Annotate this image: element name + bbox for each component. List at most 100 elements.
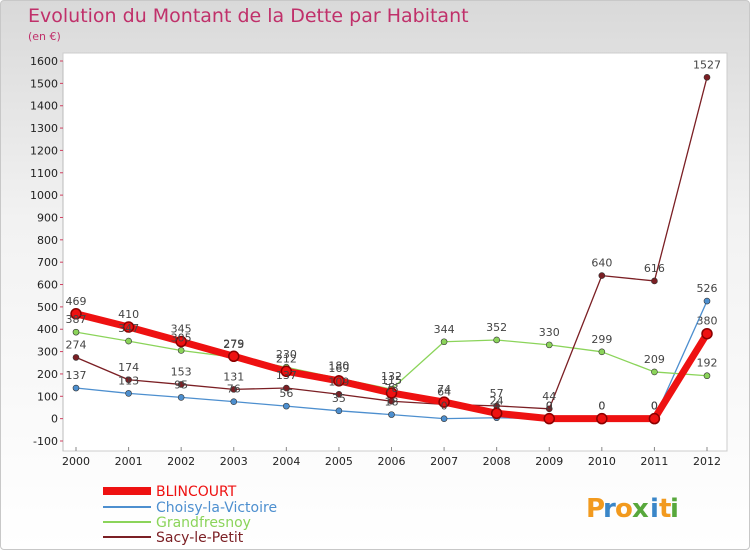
legend: BLINCOURTChoisy-la-VictoireGrandfresnoyS…	[103, 484, 277, 546]
data-point	[440, 415, 448, 422]
data-label: 153	[171, 365, 192, 378]
data-label: 0	[598, 400, 605, 413]
data-label: 169	[328, 362, 349, 375]
data-point	[72, 354, 80, 361]
data-label: 330	[539, 326, 560, 339]
y-tick-label: 1100	[30, 167, 58, 180]
axes: -100010020030040050060070080090010001100…	[30, 55, 721, 468]
data-label: 192	[697, 357, 718, 370]
data-point	[280, 365, 293, 378]
data-label: 305	[171, 331, 192, 344]
data-label: 0	[546, 400, 553, 413]
data-label: 4	[493, 399, 500, 412]
data-point	[651, 277, 658, 285]
data-point	[545, 341, 553, 349]
data-point	[543, 412, 555, 425]
data-point	[72, 328, 80, 336]
y-tick-label: 300	[37, 346, 58, 359]
data-label: 113	[118, 374, 139, 387]
data-point	[385, 387, 398, 399]
data-label: 0	[651, 400, 658, 413]
data-label: 180	[328, 359, 349, 372]
y-tick-label: 900	[37, 211, 58, 224]
data-point	[388, 411, 395, 418]
data-label: 526	[697, 282, 718, 295]
y-tick-label: 500	[37, 301, 58, 314]
data-label: 137	[276, 369, 297, 382]
y-tick-label: 400	[37, 323, 58, 336]
data-point	[333, 375, 345, 387]
data-label: 299	[591, 333, 612, 346]
data-label: 0	[546, 400, 553, 413]
data-point	[177, 347, 185, 354]
data-label: 387	[66, 313, 87, 326]
y-tick-label: 1500	[30, 77, 58, 90]
data-point	[493, 336, 500, 344]
series-layer	[70, 74, 713, 425]
data-label: 18	[385, 396, 399, 409]
data-point	[70, 308, 82, 320]
data-label: 345	[171, 323, 192, 336]
data-labels: 137 113 95 76 56 35 18 0 4 0 0 05263873473052752301…	[66, 58, 722, 412]
chart-subtitle: (en €)	[28, 30, 61, 43]
y-tick-label: 100	[37, 390, 58, 403]
x-tick-label: 2007	[430, 455, 458, 468]
data-label: 275	[223, 338, 244, 351]
data-label: 56	[279, 387, 293, 400]
y-tick-label: 1000	[30, 189, 58, 202]
legend-label: Grandfresnoy	[156, 515, 251, 531]
y-tick-label: -100	[33, 435, 58, 448]
svg-text:r: r	[603, 494, 616, 524]
data-point	[230, 398, 238, 405]
y-tick-label: 800	[37, 234, 58, 247]
y-tick-label: 200	[37, 368, 58, 381]
data-label: 344	[434, 323, 455, 336]
data-point	[703, 74, 711, 81]
data-label: 95	[174, 378, 188, 391]
chart-title: Evolution du Montant de la Dette par Hab…	[28, 5, 469, 27]
data-point	[648, 412, 661, 425]
data-label: 0	[598, 400, 605, 413]
plot-area	[62, 52, 728, 452]
svg-text:x: x	[632, 494, 649, 524]
data-label: 76	[227, 383, 241, 396]
data-label: 274	[66, 338, 87, 351]
data-point	[228, 350, 240, 363]
data-label: 0	[441, 400, 448, 413]
y-tick-label: 700	[37, 256, 58, 269]
x-tick-label: 2010	[588, 455, 616, 468]
data-label: 137	[66, 369, 87, 382]
data-label: 35	[332, 392, 346, 405]
y-tick-label: 1400	[30, 100, 58, 113]
data-label: 380	[697, 315, 718, 328]
data-label: 74	[437, 383, 451, 396]
data-label: 115	[381, 374, 402, 387]
data-label: 212	[276, 352, 297, 365]
legend-label: Choisy-la-Victoire	[156, 500, 277, 516]
data-label: 24	[490, 394, 504, 407]
data-point	[72, 384, 80, 392]
data-point	[440, 338, 448, 346]
data-point	[651, 368, 658, 376]
y-tick-label: 600	[37, 279, 58, 292]
data-label: 352	[486, 321, 507, 334]
x-tick-label: 2011	[640, 455, 668, 468]
data-point	[596, 412, 608, 425]
data-label: 469	[66, 295, 87, 308]
data-point	[701, 327, 713, 340]
data-label: 44	[542, 390, 556, 403]
svg-text:P: P	[586, 494, 605, 524]
svg-text:i: i	[670, 494, 679, 524]
data-point	[335, 390, 343, 398]
data-point	[438, 396, 450, 408]
data-point	[175, 335, 187, 348]
data-point	[598, 272, 606, 279]
x-tick-label: 2009	[535, 455, 563, 468]
data-label: 78	[385, 382, 399, 395]
data-label: 64	[437, 385, 451, 398]
x-tick-label: 2005	[325, 455, 353, 468]
data-point	[125, 390, 132, 397]
data-label: 1527	[693, 58, 721, 71]
x-tick-label: 2002	[167, 455, 195, 468]
